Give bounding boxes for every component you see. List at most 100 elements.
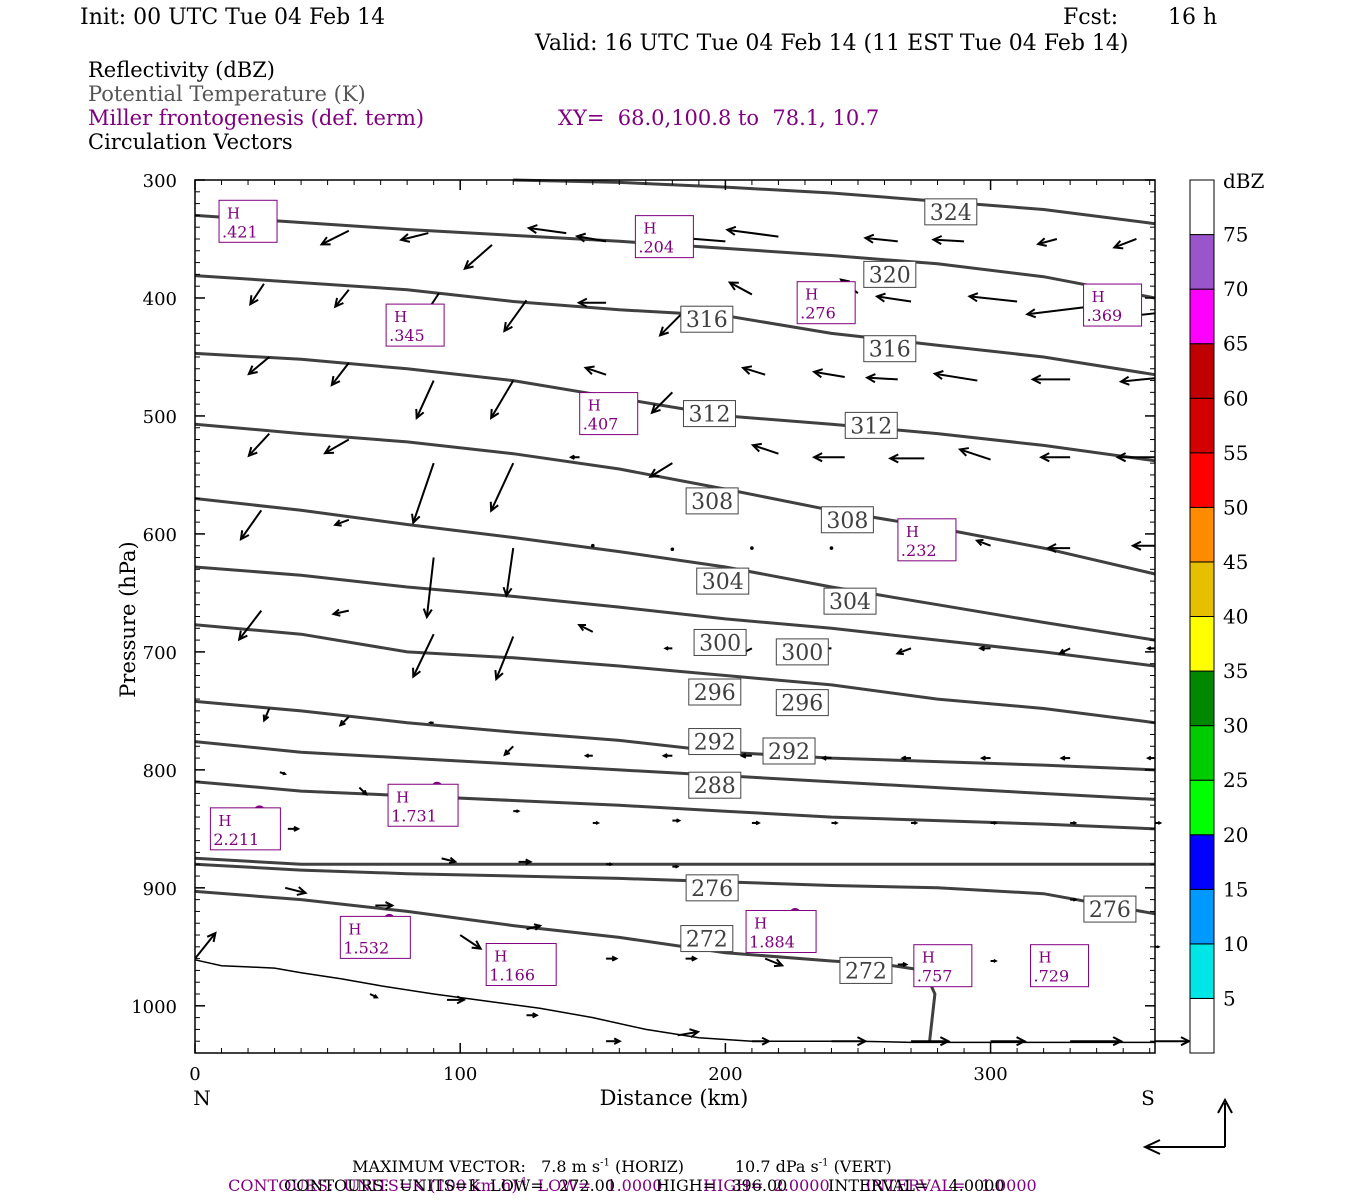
max-vert-exponent: -1	[818, 1157, 829, 1169]
colorbar-bin	[1189, 506, 1215, 563]
vector-shaft	[677, 1030, 699, 1037]
theta-line-284	[194, 780, 1156, 831]
colorbar-level-label: 70	[1223, 277, 1248, 301]
frontogenesis-high-labels: H.421 H.204H.345H.276H.369H.407H.232H1.73…	[209, 199, 1143, 988]
vector-shaft	[412, 633, 435, 678]
vector-head	[902, 961, 909, 968]
vector-head	[834, 821, 839, 825]
theta-label: 300	[781, 641, 823, 666]
vector-shaft	[742, 366, 766, 376]
vector-head	[979, 755, 986, 761]
theta-label: 292	[768, 740, 810, 765]
vector-shaft	[1120, 377, 1156, 383]
vector-head	[888, 453, 899, 464]
theta-label-box	[775, 689, 829, 717]
vector-head	[863, 233, 875, 244]
colorbar-bin	[1189, 943, 1215, 999]
theta-line-316	[194, 274, 1156, 377]
frontogenesis-high-value: .421	[222, 222, 258, 241]
vector-head	[1072, 897, 1078, 902]
theta-line-308	[194, 422, 1156, 576]
frontogenesis-high-box	[209, 807, 281, 851]
vector-shaft	[284, 886, 306, 894]
vector-head	[1059, 755, 1066, 761]
vector-head	[1072, 821, 1078, 825]
theta-label: 308	[826, 509, 868, 534]
vector-head	[811, 452, 823, 463]
colorbar-bin	[1189, 834, 1215, 890]
vector-shaft	[194, 932, 217, 960]
frontogenesis-high-box	[218, 199, 278, 243]
colorbar-level-label: 10	[1223, 932, 1248, 956]
vector-shaft	[865, 236, 898, 243]
y-tick-label: 900	[143, 879, 177, 900]
y-tick-label: 700	[143, 643, 177, 664]
theta-label: 312	[850, 414, 892, 439]
theta-line-296	[194, 623, 1156, 725]
vector-scale-arrows	[1142, 1097, 1233, 1155]
vector-head	[533, 923, 543, 931]
colorbar-level-label: 60	[1223, 386, 1248, 410]
vector-head	[725, 225, 737, 236]
vector-head	[1045, 543, 1057, 554]
vector-head	[740, 365, 753, 375]
colorbar-bin	[1189, 779, 1215, 836]
theta-label: 288	[694, 774, 736, 799]
vector-shaft	[441, 857, 456, 863]
vector-shaft	[585, 366, 607, 376]
x-tick-label: 200	[708, 1064, 742, 1085]
vector-head	[1112, 240, 1124, 250]
theta-label-box	[685, 487, 739, 515]
vector-head	[1118, 375, 1130, 386]
vector-shaft	[526, 924, 541, 931]
vector-head	[1156, 945, 1161, 949]
frontogenesis-high-box	[385, 303, 445, 347]
theta-line-300	[194, 565, 1156, 668]
vector-shaft	[249, 283, 265, 305]
vector-shaft	[459, 934, 482, 950]
theta-label: 316	[869, 338, 911, 363]
frontogenesis-high-box	[579, 392, 639, 436]
max-horiz-value: 7.8 m s	[541, 1157, 601, 1176]
theta-line-292	[194, 699, 1156, 772]
vector-head	[494, 670, 504, 682]
vector-shaft	[1037, 238, 1058, 246]
vector-head	[993, 959, 998, 963]
theta-label-box	[693, 628, 747, 656]
vector-head	[1039, 452, 1050, 463]
init-time: Init: 00 UTC Tue 04 Feb 14	[80, 5, 386, 30]
frontogenesis-high-marker: H	[227, 204, 240, 222]
vector-head	[574, 232, 587, 243]
vector-shaft	[528, 226, 567, 235]
vector-head	[932, 370, 944, 380]
theta-label: 272	[845, 959, 887, 984]
south-label: S	[1141, 1086, 1155, 1110]
y-tick-label: 500	[143, 407, 177, 428]
theta-label: 300	[699, 631, 741, 656]
vector-head	[296, 886, 308, 896]
vector-shaft	[240, 509, 263, 540]
frontogenesis-high-marker: H	[396, 788, 409, 806]
colorbar-bin	[1189, 670, 1215, 727]
vector-head	[974, 538, 984, 547]
vector-head	[262, 714, 270, 723]
colorbar-level-label: 5	[1223, 986, 1236, 1010]
frontogenesis-high-box	[913, 944, 973, 988]
vector-shaft	[248, 356, 270, 375]
theta-label-box	[680, 925, 734, 953]
frontogenesis-high-box	[745, 909, 817, 953]
vector-head	[412, 667, 422, 679]
colorbar-level-label: 75	[1223, 223, 1248, 247]
vector-head	[978, 645, 985, 652]
colorbar: 5 10 15 20 25 30 35 40 45 50 55 60 65 70 75 dBZ	[1189, 169, 1265, 1054]
vector-shaft	[976, 539, 991, 547]
y-axis-label: Pressure (hPa)	[116, 541, 140, 697]
contours1-rest: LOW= 1.0000 HIGH= 2.0000 INTERVAL= 1.000…	[527, 1176, 1037, 1195]
vector-head	[820, 755, 827, 761]
frontogenesis-high-value: 1.532	[343, 938, 389, 957]
vector-head	[1157, 821, 1163, 825]
theta-label-box	[820, 506, 874, 534]
frontogenesis-high-marker: H	[1092, 288, 1105, 306]
vector-head	[864, 373, 876, 384]
